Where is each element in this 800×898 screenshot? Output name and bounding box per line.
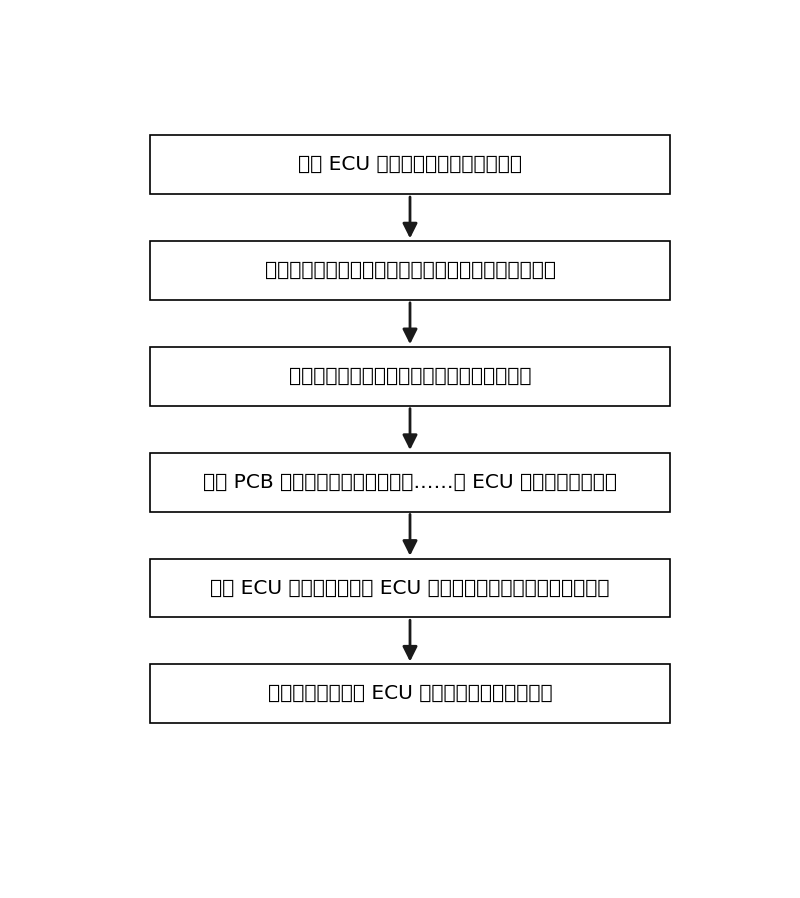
Bar	[150, 242, 670, 300]
Bar	[150, 559, 670, 617]
Bar	[150, 453, 670, 512]
Text: 计算产生大量热损耗的元器件功耗和平均功耗: 计算产生大量热损耗的元器件功耗和平均功耗	[289, 367, 531, 386]
Text: 建立 ECU 热仿真模型计算 ECU 的最高工作温度及整体温度分布情: 建立 ECU 热仿真模型计算 ECU 的最高工作温度及整体温度分布情	[210, 578, 610, 597]
Text: 仿真分析元器件的电流变化情况，测所驱动负载的电流: 仿真分析元器件的电流变化情况，测所驱动负载的电流	[265, 261, 555, 280]
Bar	[150, 665, 670, 723]
Text: 根据计算结果设计 ECU 散热方式并进行试验验证: 根据计算结果设计 ECU 散热方式并进行试验验证	[268, 684, 552, 703]
Text: 确定 PCB 层叠结构、材料、含铜率……及 ECU 工作时的外界条件: 确定 PCB 层叠结构、材料、含铜率……及 ECU 工作时的外界条件	[203, 472, 617, 492]
Bar	[150, 136, 670, 194]
Bar	[150, 347, 670, 406]
Text: 确定 ECU 功耗较大的元器件及其热阻: 确定 ECU 功耗较大的元器件及其热阻	[298, 155, 522, 174]
